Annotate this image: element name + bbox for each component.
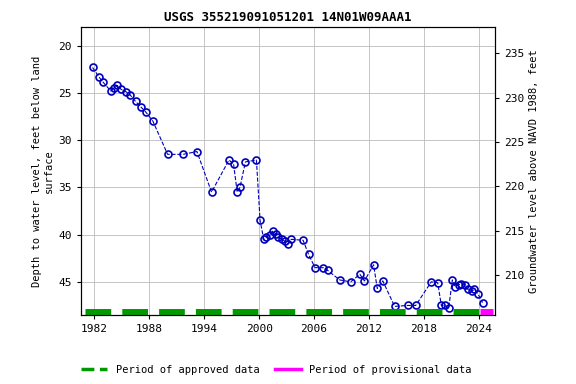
Y-axis label: Groundwater level above NAVD 1988, feet: Groundwater level above NAVD 1988, feet [529,49,539,293]
Title: USGS 355219091051201 14N01W09AAA1: USGS 355219091051201 14N01W09AAA1 [164,11,412,24]
Y-axis label: Depth to water level, feet below land
surface: Depth to water level, feet below land su… [32,55,54,286]
Legend: Period of approved data, Period of provisional data: Period of approved data, Period of provi… [77,361,476,379]
